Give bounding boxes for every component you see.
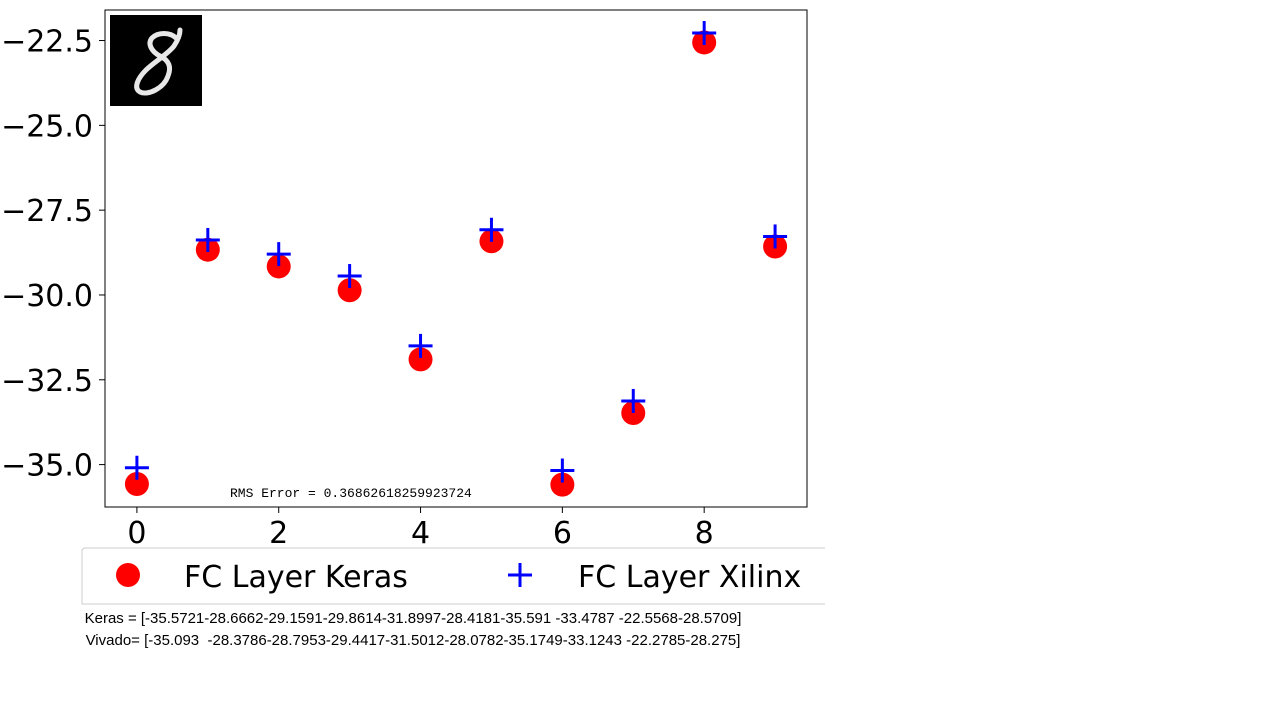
keras-point xyxy=(124,472,149,497)
keras-point xyxy=(550,472,575,497)
digit-eight-stroke xyxy=(134,27,183,96)
x-tick-label: 2 xyxy=(269,516,288,551)
xilinx-point xyxy=(550,458,575,483)
plot-area xyxy=(104,9,808,508)
keras-values-line: Keras = [-35.5721-28.6662-29.1591-29.861… xyxy=(84,610,742,627)
value-caption: Keras = [-35.5721-28.6662-29.1591-29.861… xyxy=(0,608,826,652)
keras-point xyxy=(266,254,291,279)
legend-xilinx-marker xyxy=(508,563,532,587)
legend: FC Layer Keras FC Layer Xilinx xyxy=(81,547,825,605)
x-axis: 0 2 4 6 8 xyxy=(127,507,714,551)
chart-figure: −22.5 −25.0 −27.5 −30.0 −32.5 −35.0 0 2 4 6 8 RMS… xyxy=(1,9,825,605)
xilinx-point xyxy=(266,242,291,267)
x-tick-label: 0 xyxy=(127,516,146,551)
y-tick-label: −32.5 xyxy=(1,364,93,399)
series-xilinx xyxy=(124,21,788,483)
xilinx-point xyxy=(124,455,149,480)
y-tick-label: −25.0 xyxy=(1,109,93,144)
keras-point xyxy=(621,400,646,425)
x-tick-label: 8 xyxy=(695,516,714,551)
rms-error-annotation: RMS Error = 0.36862618259923724 xyxy=(230,486,472,501)
digit-image-inset xyxy=(110,15,202,106)
xilinx-point xyxy=(337,264,362,289)
keras-point xyxy=(408,347,433,372)
xilinx-point xyxy=(692,21,717,46)
x-tick-label: 4 xyxy=(411,516,430,551)
xilinx-point xyxy=(408,333,433,358)
y-tick-label: −22.5 xyxy=(1,25,93,60)
legend-frame xyxy=(81,547,825,605)
xilinx-point xyxy=(763,224,788,249)
y-tick-label: −30.0 xyxy=(1,279,93,314)
legend-keras-label: FC Layer Keras xyxy=(184,560,408,595)
y-tick-label: −27.5 xyxy=(1,194,93,229)
legend-xilinx-label: FC Layer Xilinx xyxy=(578,560,801,595)
x-tick-label: 6 xyxy=(553,516,572,551)
series-keras xyxy=(124,30,788,497)
chart-svg: −22.5 −25.0 −27.5 −30.0 −32.5 −35.0 0 2 4 6 8 RMS… xyxy=(1,9,825,605)
vivado-values-line: Vivado= [-35.093 -28.3786-28.7953-29.441… xyxy=(85,632,741,649)
y-axis: −22.5 −25.0 −27.5 −30.0 −32.5 −35.0 xyxy=(1,25,105,484)
keras-point xyxy=(337,278,362,303)
legend-keras-marker xyxy=(116,563,140,587)
xilinx-point xyxy=(479,217,504,242)
xilinx-point xyxy=(621,388,646,413)
y-tick-label: −35.0 xyxy=(1,449,93,484)
xilinx-point xyxy=(195,227,220,252)
